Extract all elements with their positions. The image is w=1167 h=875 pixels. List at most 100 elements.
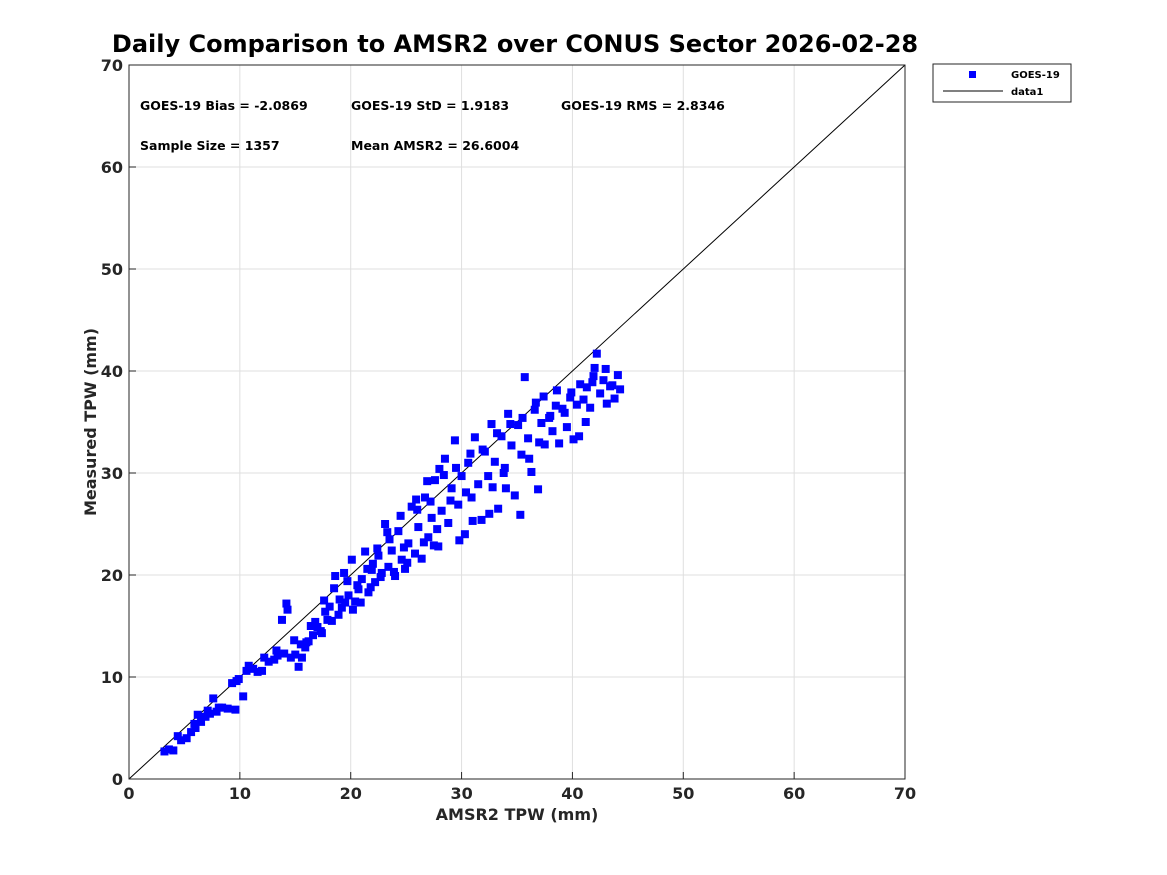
data-point [397,555,406,564]
data-point [413,505,422,514]
data-point [197,717,206,726]
data-point [356,598,365,607]
data-point [460,530,469,539]
data-point [270,655,279,664]
data-point [331,572,340,581]
data-point [450,436,459,445]
data-point [187,728,196,737]
data-point [283,605,292,614]
data-point [290,636,299,645]
data-point [520,373,529,382]
data-point [169,746,178,755]
x-tick-label: 50 [672,784,694,803]
data-point [384,562,393,571]
data-point [348,605,357,614]
data-point [296,640,305,649]
data-point [389,567,398,576]
data-point [424,533,433,542]
data-point [320,596,329,605]
data-point [311,617,320,626]
data-point [531,398,540,407]
data-point [361,547,370,556]
data-point [374,551,383,560]
stat-mean-amsr2: Mean AMSR2 = 26.6004 [351,138,519,153]
data-point [414,523,423,532]
data-point [446,496,455,505]
data-point [160,747,169,756]
data-point [412,495,421,504]
data-point [272,646,281,655]
data-point [244,661,253,670]
data-point [282,599,291,608]
data-point [231,705,240,714]
y-tick-label: 10 [101,668,123,687]
data-point [590,363,599,372]
data-point [586,403,595,412]
data-point [589,372,598,381]
data-point [419,538,428,547]
data-point [507,441,516,450]
data-point [371,578,380,587]
legend-label-goes19: GOES-19 [1011,70,1060,81]
data-point [191,724,200,732]
x-tick-label: 30 [450,784,472,803]
data-point [228,679,237,688]
data-point [203,706,212,715]
data-point [417,554,426,563]
data-point [601,364,610,373]
data-point [396,511,405,520]
x-tick-label: 10 [229,784,251,803]
data-point [334,610,343,619]
data-point [411,549,420,558]
data-point [500,463,509,472]
x-tick-label: 40 [561,784,583,803]
data-point [576,380,585,389]
stat-sample-size: Sample Size = 1357 [140,138,280,153]
data-point [366,583,375,592]
data-point [466,449,475,458]
data-point [494,504,503,513]
y-tick-label: 50 [101,260,123,279]
data-point [201,712,210,721]
data-point [602,399,611,408]
data-point [434,542,443,551]
data-point [232,677,241,686]
data-point [368,559,377,568]
data-point [376,573,385,582]
data-point [506,420,515,429]
data-point [301,643,310,652]
data-point [404,539,413,548]
data-point [452,463,461,472]
data-point [381,520,390,528]
data-point [444,518,453,527]
legend-marker-goes19 [969,71,976,78]
data-point [401,564,410,573]
data-point [209,694,218,703]
data-point [437,506,446,515]
data-point [504,409,513,418]
data-point [427,513,436,522]
data-point [525,454,534,463]
chart-title: Daily Comparison to AMSR2 over CONUS Sec… [112,30,918,58]
data-point [353,581,362,590]
data-point [514,421,523,430]
data-point [403,558,412,567]
data-point [302,638,311,647]
data-point [470,433,479,442]
y-tick-label: 30 [101,464,123,483]
data-point [572,400,581,409]
data-point [439,471,448,480]
data-point [340,568,349,577]
data-point [510,491,519,500]
data-point [455,536,464,545]
y-tick-label: 70 [101,56,123,75]
legend: GOES-19 data1 [932,63,1072,103]
data-point [497,432,506,441]
data-point [447,484,456,493]
data-point [164,745,173,754]
data-point [524,434,533,443]
data-point [537,419,546,428]
data-point [309,631,318,640]
data-point [387,546,396,555]
data-point [467,493,476,502]
